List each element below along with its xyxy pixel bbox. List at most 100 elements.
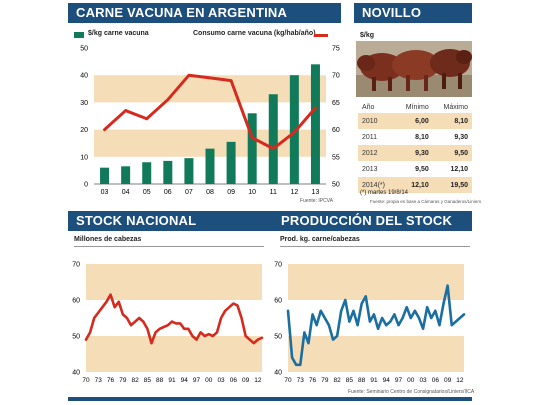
produccion-x-tick-label: 85 <box>346 377 354 384</box>
y-tick-right-label: 55 <box>332 154 340 161</box>
bar <box>142 162 152 184</box>
y-tick-left-label: 30 <box>80 100 88 107</box>
stock-x-tick-label: 70 <box>82 377 90 384</box>
stock-y-tick-label: 40 <box>72 370 80 377</box>
stock-x-tick-label: 06 <box>230 377 238 384</box>
y-tick-right-label: 65 <box>332 100 340 107</box>
col-min: Mínimo <box>405 103 429 111</box>
bar <box>184 158 194 184</box>
produccion-x-tick-label: 12 <box>456 377 464 384</box>
produccion-y-tick-label: 50 <box>274 334 282 341</box>
stock-y-tick-label: 60 <box>72 298 80 305</box>
stock-x-tick-label: 79 <box>119 377 127 384</box>
row-max: 19,50 <box>432 177 472 193</box>
x-tick-label: 09 <box>227 189 235 196</box>
stock-x-tick-label: 73 <box>95 377 103 384</box>
produccion-grid-band <box>288 264 464 300</box>
bar <box>100 167 110 184</box>
y-tick-right-label: 70 <box>332 73 340 80</box>
produccion-x-tick-label: 70 <box>284 377 292 384</box>
row-min: 9,50 <box>415 165 429 173</box>
header-stock-nacional: STOCK NACIONAL <box>68 211 273 231</box>
bar <box>289 75 299 184</box>
stock-x-tick-label: 91 <box>168 377 176 384</box>
row-min: 9,30 <box>395 145 433 161</box>
stock-subtitle-rule <box>74 246 264 247</box>
x-tick-label: 06 <box>164 189 172 196</box>
row-min: 6,00 <box>395 113 433 129</box>
stock-x-tick-label: 00 <box>205 377 213 384</box>
legend-line-swatch <box>314 34 328 37</box>
produccion-x-tick-label: 06 <box>432 377 440 384</box>
x-tick-label: 11 <box>270 189 277 196</box>
produccion-x-tick-label: 73 <box>297 377 305 384</box>
produccion-y-tick-label: 70 <box>274 262 282 269</box>
row-min: 12,10 <box>395 177 433 193</box>
bar <box>226 141 236 184</box>
table-row: 2012 9,30 9,50 <box>358 145 472 161</box>
table-row: 2010 6,00 8,10 <box>358 113 472 129</box>
header-carne-vacuna: CARNE VACUNA EN ARGENTINA <box>68 3 341 23</box>
x-tick-label: 10 <box>248 189 256 196</box>
stock-x-tick-label: 97 <box>193 377 201 384</box>
stock-subtitle: Millones de cabezas <box>74 236 142 243</box>
stock-y-tick-label: 50 <box>72 334 80 341</box>
x-tick-label: 05 <box>143 189 151 196</box>
row-max: 12,10 <box>450 165 468 173</box>
table-row: 2014(*) 12,10 19,50 <box>358 177 472 193</box>
produccion-y-tick-label: 40 <box>274 370 282 377</box>
novillo-source: Fuente: propia en base a Cámaras y Ganad… <box>370 199 482 204</box>
bar <box>268 94 278 184</box>
produccion-x-tick-label: 88 <box>358 377 366 384</box>
bottom-rule <box>68 397 472 401</box>
col-max: Máximo <box>443 103 468 111</box>
stock-x-tick-label: 12 <box>254 377 262 384</box>
header-novillo-mestizo: NOVILLO MESTIZO <box>354 3 472 40</box>
novillo-table: Año Mínimo Máximo 2010 6,00 8,10 2011 8,… <box>358 101 472 193</box>
stock-y-tick-label: 70 <box>72 262 80 269</box>
stock-x-tick-label: 82 <box>131 377 139 384</box>
stock-x-tick-label: 09 <box>242 377 250 384</box>
row-max: 9,50 <box>432 145 472 161</box>
bar <box>205 148 215 184</box>
consumo-line <box>103 73 317 151</box>
y-tick-left-label: 10 <box>80 154 88 161</box>
header-produccion-stock: PRODUCCIÓN DEL STOCK <box>273 211 472 231</box>
y-tick-right-label: 60 <box>332 127 340 134</box>
carne-source: Fuente: IPCVA <box>300 198 333 204</box>
produccion-x-tick-label: 09 <box>444 377 452 384</box>
produccion-subtitle-rule <box>280 246 470 247</box>
x-tick-label: 13 <box>312 189 320 196</box>
row-year: 2011 <box>362 133 378 141</box>
stock-x-tick-label: 03 <box>217 377 225 384</box>
row-max: 8,10 <box>432 113 472 129</box>
legend-bar-swatch <box>74 32 84 38</box>
bar <box>121 166 131 184</box>
row-year: 2010 <box>358 113 396 129</box>
stock-x-tick-label: 88 <box>156 377 164 384</box>
produccion-subtitle: Prod. kg. carne/cabezas <box>280 236 360 243</box>
legend-line-label: Consumo carne vacuna (kg/hab/año) <box>193 30 316 37</box>
y-tick-right-label: 50 <box>332 182 340 189</box>
x-tick-label: 12 <box>290 189 298 196</box>
produccion-grid-band <box>288 336 464 372</box>
produccion-x-tick-label: 97 <box>395 377 403 384</box>
stock-grid-band <box>86 336 262 372</box>
cattle-photo <box>356 41 472 97</box>
stock-x-tick-label: 85 <box>144 377 152 384</box>
produccion-x-tick-label: 91 <box>370 377 378 384</box>
grid-band <box>94 75 326 103</box>
stock-line <box>84 293 264 345</box>
produccion-x-tick-label: 94 <box>383 377 391 384</box>
row-year: 2012 <box>358 145 396 161</box>
bar <box>310 64 320 184</box>
y-tick-right-label: 75 <box>332 46 340 53</box>
bar <box>247 113 257 184</box>
x-tick-label: 08 <box>206 189 214 196</box>
stock-x-tick-label: 76 <box>107 377 115 384</box>
produccion-x-tick-label: 79 <box>321 377 329 384</box>
row-max: 9,30 <box>454 133 468 141</box>
produccion-x-tick-label: 82 <box>333 377 341 384</box>
